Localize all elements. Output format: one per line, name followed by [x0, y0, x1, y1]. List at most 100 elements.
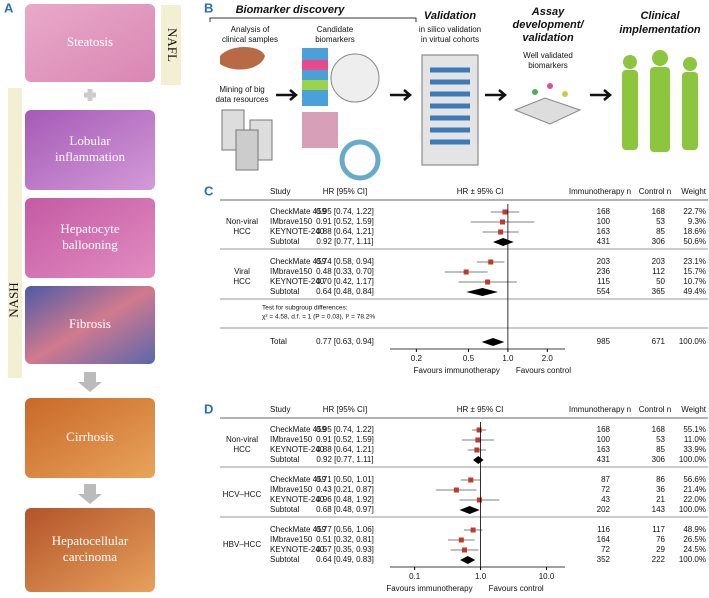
immunotherapy-n: 431 — [597, 455, 611, 464]
step-title: development/ — [513, 19, 586, 31]
liver-icon — [220, 47, 265, 70]
study-name: KEYNOTE-240 — [270, 545, 325, 554]
favours-right: Favours control — [516, 366, 571, 375]
immunotherapy-n: 236 — [597, 267, 611, 276]
histology-image — [25, 286, 155, 364]
step-title: implementation — [619, 24, 701, 36]
x-tick-label: 1.0 — [475, 572, 487, 581]
immunotherapy-n: 431 — [597, 237, 611, 246]
hr-ci: 0.70 [0.42, 1.17] — [316, 277, 374, 286]
group-label: HBV–HCC — [223, 540, 261, 549]
control-n: 112 — [652, 267, 665, 276]
weight: 23.1% — [683, 257, 706, 266]
study-name: KEYNOTE-240 — [270, 445, 325, 454]
control-n: 168 — [652, 207, 666, 216]
nafl-label: NAFL — [165, 28, 180, 62]
weight: 21.4% — [683, 485, 706, 494]
weight: 49.4% — [683, 287, 706, 296]
panel-b: B Biomarker discovery Analysis of clinic… — [204, 0, 701, 181]
group-label: Non-viral — [226, 435, 258, 444]
hr-ci: 0.74 [0.58, 0.94] — [316, 257, 374, 266]
hr-point — [474, 447, 480, 453]
control-n: 53 — [656, 435, 665, 444]
favours-right: Favours control — [489, 584, 544, 593]
summary-diamond — [460, 556, 476, 564]
hr-point — [453, 487, 459, 493]
control-n: 365 — [652, 287, 666, 296]
hr-point — [498, 229, 504, 235]
immunotherapy-n: 164 — [597, 535, 611, 544]
group-label: Viral — [234, 267, 250, 276]
immunotherapy-n: 168 — [597, 425, 611, 434]
weight: 24.5% — [683, 545, 706, 554]
column-header: Immunotherapy n — [569, 187, 631, 196]
x-tick-label: 0.2 — [411, 354, 423, 363]
hr-point — [475, 437, 481, 443]
array-icon — [513, 97, 582, 125]
group-label: HCC — [233, 445, 251, 454]
immunotherapy-n: 87 — [601, 475, 610, 484]
hr-ci: 0.64 [0.49, 0.83] — [316, 555, 374, 564]
hr-ci: 0.77 [0.56, 1.06] — [316, 525, 374, 534]
immunotherapy-n: 202 — [597, 505, 611, 514]
stage-label: carcinoma — [63, 549, 117, 564]
study-name: CheckMate 459 — [270, 425, 327, 434]
hr-point — [458, 537, 464, 543]
probe-icon — [532, 89, 538, 95]
histology-image — [25, 508, 155, 592]
probe-icon — [562, 91, 568, 97]
step-text: data resources — [216, 95, 269, 104]
weight: 22.0% — [683, 495, 706, 504]
step-text: Analysis of — [231, 25, 270, 34]
group-label: HCC — [233, 277, 251, 286]
control-n: 671 — [652, 337, 666, 346]
column-header: HR [95% CI] — [323, 405, 367, 414]
hr-point — [476, 427, 482, 433]
histology-image — [25, 4, 155, 82]
arrow-icon — [485, 89, 507, 101]
bracket — [209, 17, 417, 22]
control-n: 222 — [652, 555, 666, 564]
control-n: 168 — [652, 425, 666, 434]
panel-label: A — [4, 0, 14, 15]
control-n: 76 — [656, 535, 665, 544]
panel-label: C — [204, 183, 214, 198]
study-name: KEYNOTE-240 — [270, 227, 325, 236]
immunotherapy-n: 116 — [597, 525, 610, 534]
weight: 100.0% — [679, 337, 706, 346]
hr-ci: 0.77 [0.63, 0.94] — [316, 337, 374, 346]
study-name: Subtotal — [270, 287, 300, 296]
nash-label: NASH — [6, 282, 21, 317]
hr-ci: 0.95 [0.74, 1.22] — [316, 425, 374, 434]
nash-bar — [8, 88, 22, 378]
study-name: CheckMate 459 — [270, 207, 327, 216]
control-n: 36 — [656, 485, 665, 494]
column-header: Control n — [639, 405, 671, 414]
weight: 15.7% — [683, 267, 706, 276]
server-slots — [430, 67, 470, 145]
stage-label: Fibrosis — [69, 316, 111, 331]
hr-point — [488, 259, 494, 265]
step-text: Candidate — [317, 25, 354, 34]
server-icon — [421, 54, 479, 166]
study-name: CheckMate 459 — [270, 257, 327, 266]
control-n: 306 — [652, 455, 666, 464]
summary-diamond — [481, 338, 505, 346]
server-icon — [235, 129, 259, 171]
stage-label: Cirrhosis — [66, 429, 114, 444]
stage-label: ballooning — [62, 237, 118, 252]
heatmap-icon — [302, 80, 328, 90]
hr-ci: 0.51 [0.32, 0.81] — [316, 535, 374, 544]
column-header: HR [95% CI] — [323, 187, 367, 196]
column-header: Weight — [681, 187, 707, 196]
favours-left: Favours immunotherapy — [414, 366, 500, 375]
group-label: Non-viral — [226, 217, 258, 226]
control-n: 85 — [656, 445, 665, 454]
study-name: IMbrave150 — [270, 435, 313, 444]
hr-point — [500, 219, 506, 225]
control-n: 143 — [652, 505, 666, 514]
hr-ci: 0.91 [0.52, 1.59] — [316, 217, 374, 226]
immunotherapy-n: 352 — [597, 555, 611, 564]
stage-label: Lobular — [69, 133, 111, 148]
immunotherapy-n: 985 — [597, 337, 611, 346]
